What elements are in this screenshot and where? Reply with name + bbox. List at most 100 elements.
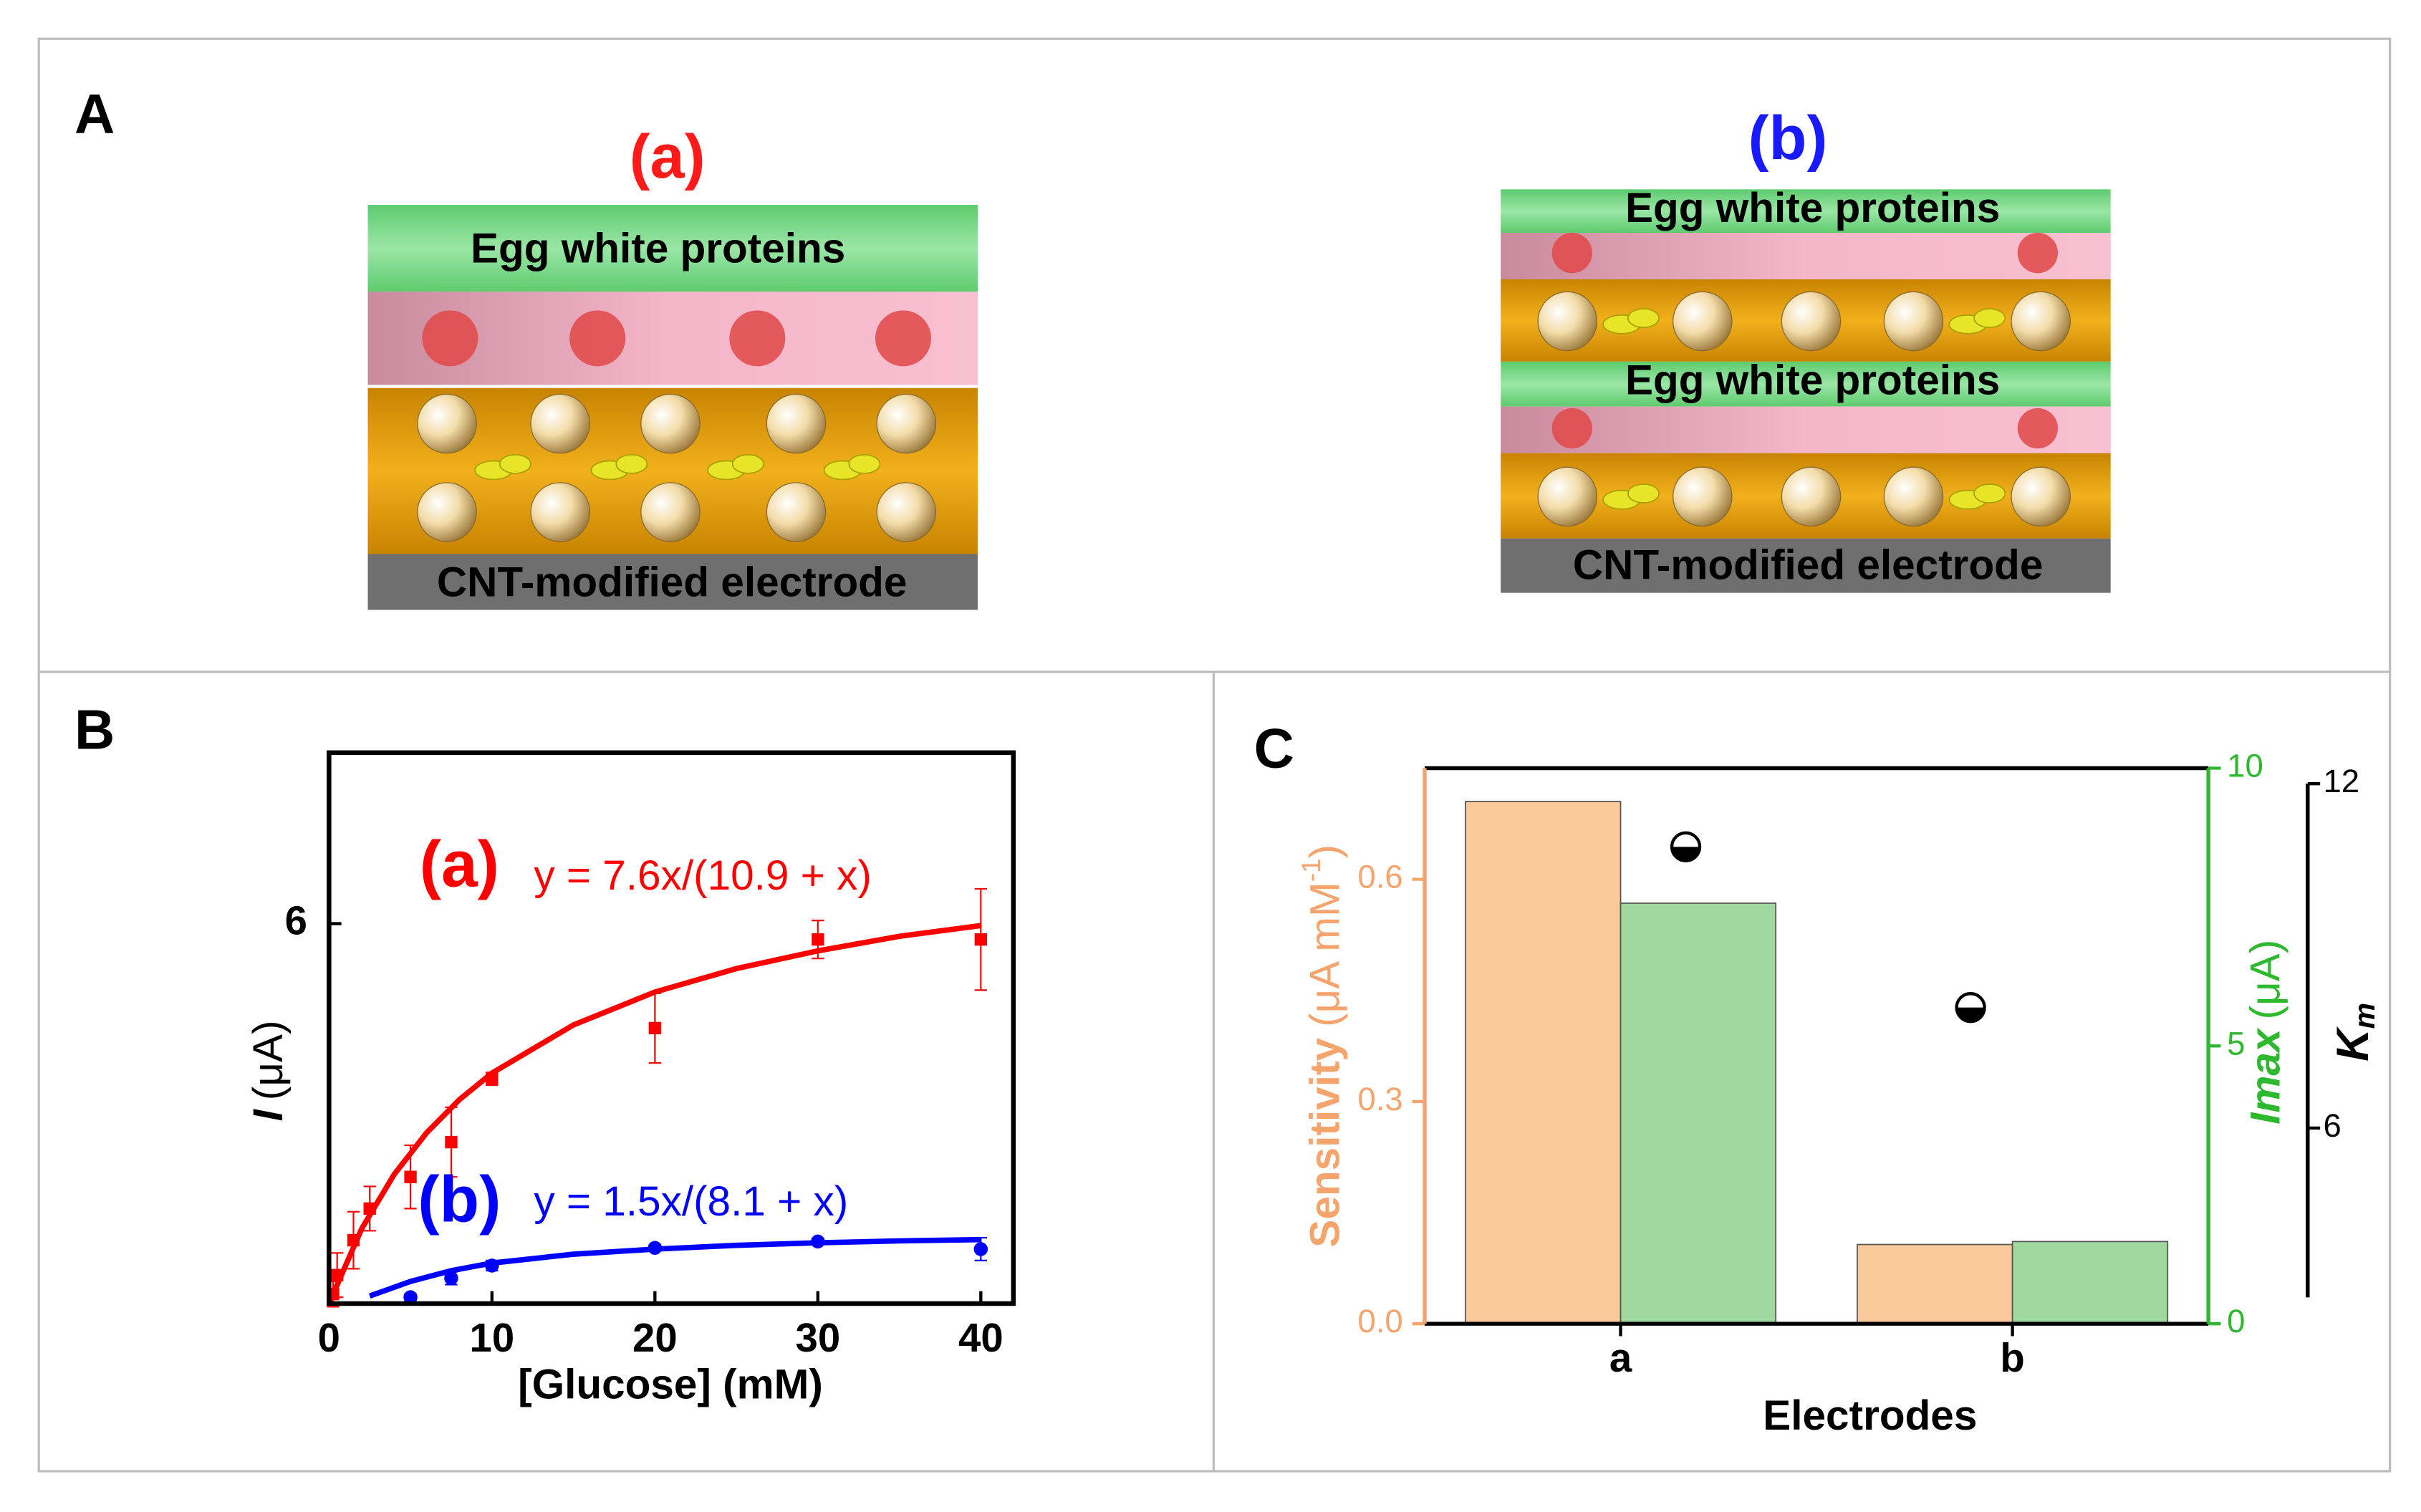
protein bbox=[2017, 233, 2058, 274]
nanoparticle bbox=[1672, 291, 1733, 352]
bar bbox=[1619, 902, 1777, 1325]
diagram-label: (a) bbox=[630, 122, 706, 191]
y2-axis-label-name: Imax bbox=[2243, 1027, 2289, 1125]
y-tick-label: 6 bbox=[285, 897, 307, 943]
data-point bbox=[648, 1241, 663, 1255]
nanoparticle bbox=[1781, 291, 1842, 352]
series-label: (b) bbox=[418, 1163, 501, 1236]
y2-tick-label: 10 bbox=[2227, 748, 2263, 784]
enzyme-layer bbox=[1501, 233, 2111, 280]
data-point bbox=[347, 1233, 360, 1247]
y-axis-label: Sensitivity (μA mM-1) bbox=[1296, 844, 1349, 1248]
y3-axis-label-sub: m bbox=[2348, 1003, 2381, 1029]
fit-line bbox=[368, 1236, 981, 1299]
km-point bbox=[1670, 831, 1702, 862]
data-point bbox=[648, 1021, 661, 1035]
y2-axis-label-unit: (μA) bbox=[2243, 940, 2289, 1020]
panel-a: A (a) Egg white proteins CNT-modified elect… bbox=[74, 82, 2111, 610]
y-axis-label-name: Sensitivity bbox=[1302, 1038, 1349, 1248]
protein-layer bbox=[1501, 361, 2111, 407]
protein bbox=[2017, 408, 2058, 449]
protein bbox=[1551, 233, 1592, 274]
nanoparticle bbox=[766, 482, 827, 542]
x-tick-label: 10 bbox=[470, 1315, 515, 1360]
layer-label: CNT-modified electrode bbox=[1573, 541, 2044, 588]
y2-axis-label: Imax (μA) bbox=[2243, 940, 2289, 1125]
data-point bbox=[404, 1170, 417, 1183]
protein-layer bbox=[367, 205, 978, 292]
electrode bbox=[367, 554, 978, 610]
nanoparticle bbox=[1537, 466, 1598, 527]
plot-frame bbox=[327, 750, 1016, 1306]
y-axis-label-unit: ) bbox=[1302, 844, 1349, 858]
km-point bbox=[1955, 992, 1986, 1024]
panel-label: A bbox=[74, 82, 115, 145]
electrode bbox=[1501, 538, 2111, 593]
nanoparticle bbox=[2011, 466, 2071, 527]
y-tick-label: 0.0 bbox=[1357, 1303, 1402, 1339]
nanoparticle bbox=[417, 482, 477, 542]
x-tick-label: 30 bbox=[796, 1315, 841, 1360]
panel-label: C bbox=[1254, 716, 1294, 779]
x-tick-label: 20 bbox=[632, 1315, 678, 1360]
data-point bbox=[363, 1202, 376, 1215]
data-point bbox=[811, 1234, 825, 1249]
data-point bbox=[403, 1290, 418, 1304]
y2-tick-label: 5 bbox=[2227, 1025, 2245, 1061]
data-point bbox=[331, 1268, 344, 1281]
nanoparticle bbox=[1672, 466, 1733, 527]
y-tick-label: 0.3 bbox=[1357, 1081, 1402, 1117]
data-point bbox=[445, 1135, 458, 1149]
protein bbox=[1551, 408, 1592, 449]
data-point bbox=[974, 933, 987, 946]
enzyme bbox=[1627, 308, 1660, 329]
y3-axis-label-main: K bbox=[2328, 1026, 2378, 1061]
layer-label: Egg white proteins bbox=[1625, 357, 2000, 404]
layer-label: CNT-modified electrode bbox=[437, 559, 908, 605]
x-axis-label: Electrodes bbox=[1763, 1392, 1977, 1439]
y-axis-label-symbol: I bbox=[246, 1108, 292, 1121]
y3-tick-label: 6 bbox=[2323, 1107, 2341, 1144]
y-tick-label: 0.6 bbox=[1357, 859, 1402, 895]
layer-label: Egg white proteins bbox=[1625, 185, 2000, 231]
protein bbox=[422, 310, 478, 367]
y3-axis-label: Km bbox=[2328, 1003, 2381, 1061]
bar bbox=[1857, 1243, 2013, 1325]
data-point bbox=[444, 1271, 458, 1286]
data-point bbox=[486, 1072, 499, 1085]
enzyme bbox=[1973, 308, 2006, 329]
enzyme bbox=[499, 453, 531, 474]
data-point bbox=[973, 1242, 988, 1256]
y2-tick-label: 0 bbox=[2227, 1303, 2245, 1339]
bar bbox=[2011, 1241, 2169, 1325]
nanoparticle bbox=[417, 393, 477, 454]
x-tick-label: 0 bbox=[318, 1315, 340, 1360]
protein-layer bbox=[1501, 189, 2111, 233]
km-point-fill bbox=[1672, 847, 1700, 861]
bar bbox=[1465, 801, 1622, 1325]
nanoparticle bbox=[530, 393, 590, 454]
layer-label: Egg white proteins bbox=[471, 225, 845, 271]
x-axis-label: [Glucose] (mM) bbox=[518, 1361, 823, 1407]
fit-equation: y = 1.5x/(8.1 + x) bbox=[534, 1178, 848, 1225]
panel-label: B bbox=[74, 698, 115, 761]
nanoparticle bbox=[1537, 291, 1598, 352]
data-point bbox=[812, 933, 824, 946]
nanoparticle bbox=[2011, 291, 2071, 352]
nanoparticle bbox=[876, 482, 937, 542]
protein bbox=[875, 310, 931, 367]
fit-line bbox=[326, 923, 981, 1305]
enzyme-layer bbox=[1501, 406, 2111, 453]
nanoparticle bbox=[640, 482, 701, 542]
fit-equation: y = 7.6x/(10.9 + x) bbox=[534, 852, 871, 899]
km-point-fill bbox=[1956, 1007, 1985, 1022]
x-tick-label: a bbox=[1609, 1335, 1632, 1380]
nanoparticle bbox=[640, 393, 701, 454]
panel-b: B 0 10 20 30 40 6 [Glucose] (mM) I (μA) (a) y = 7.6… bbox=[74, 698, 1016, 1407]
nanoparticle bbox=[1781, 466, 1842, 527]
x-tick-label: b bbox=[2000, 1335, 2024, 1380]
enzyme bbox=[848, 453, 881, 474]
y-axis-label-unit: (μA mM bbox=[1302, 882, 1349, 1027]
